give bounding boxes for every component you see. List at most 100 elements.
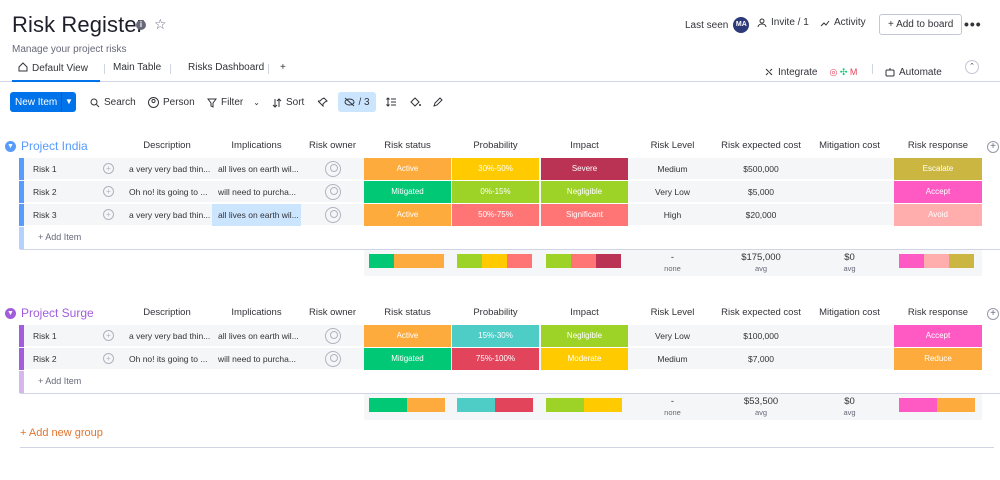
star-icon[interactable]: ☆ <box>154 16 167 32</box>
column-header[interactable]: Risk status <box>384 140 431 151</box>
row-height-icon[interactable] <box>386 97 396 107</box>
summary-distribution-segment[interactable] <box>369 254 394 268</box>
summary-distribution-segment[interactable] <box>407 398 445 412</box>
add-new-group-button[interactable]: + Add new group <box>20 427 103 439</box>
table-row[interactable]: Risk 1 + a very very bad thin... all lives … <box>19 158 1000 180</box>
chevron-down-icon[interactable]: ▼ <box>5 307 16 319</box>
summary-distribution-segment[interactable] <box>571 254 596 268</box>
risk-status-label[interactable]: Mitigated <box>364 181 451 203</box>
last-seen[interactable]: Last seen MA <box>685 17 750 33</box>
summary-distribution-segment[interactable] <box>596 254 621 268</box>
info-icon[interactable]: i <box>136 20 146 30</box>
expected-cost-cell[interactable]: $100,000 <box>743 331 779 341</box>
chevron-down-icon[interactable]: ▼ <box>5 140 16 152</box>
add-item-input[interactable]: + Add Item <box>38 376 82 386</box>
chevron-down-icon[interactable]: ▼ <box>61 92 76 112</box>
person-avatar-icon[interactable] <box>325 351 341 367</box>
add-column-button[interactable]: + <box>987 141 999 153</box>
probability-label[interactable]: 75%-100% <box>452 348 539 370</box>
summary-distribution-segment[interactable] <box>457 398 495 412</box>
column-header[interactable]: Mitigation cost <box>819 307 880 318</box>
summary-distribution-segment[interactable] <box>394 254 444 268</box>
implications-cell[interactable]: will need to purcha... <box>218 354 296 364</box>
description-cell[interactable]: a very very bad thin... <box>129 210 211 220</box>
risk-status-label[interactable]: Active <box>364 158 451 180</box>
risk-level-cell[interactable]: Very Low <box>655 187 690 197</box>
more-options-icon[interactable]: ••• <box>964 16 982 32</box>
risk-level-cell[interactable]: High <box>663 210 682 220</box>
add-update-icon[interactable]: + <box>103 163 114 174</box>
column-header[interactable]: Risk response <box>907 140 969 151</box>
implications-cell[interactable]: will need to purcha... <box>218 187 296 197</box>
hide-columns-button[interactable]: / 3 <box>338 92 376 112</box>
risk-response-label[interactable]: Accept <box>894 181 982 203</box>
person-filter-button[interactable]: Person <box>148 97 195 108</box>
summary-distribution-segment[interactable] <box>584 398 622 412</box>
mitigation-cost-cell[interactable] <box>806 325 893 347</box>
group-header-project-surge[interactable]: ▼ Project Surge <box>5 306 94 320</box>
group-title[interactable]: Project Surge <box>21 306 94 320</box>
column-header[interactable]: Risk owner <box>309 307 356 318</box>
collapse-header-icon[interactable]: ⌃ <box>965 60 979 74</box>
expected-cost-cell[interactable]: $500,000 <box>743 164 779 174</box>
chevron-down-icon[interactable]: ⌄ <box>253 98 260 107</box>
add-update-icon[interactable]: + <box>103 353 114 364</box>
column-header[interactable]: Risk Level <box>650 140 695 151</box>
probability-label[interactable]: 50%-75% <box>452 204 539 226</box>
table-row[interactable]: Risk 3 + a very very bad thin... all lives … <box>19 204 1000 226</box>
add-update-icon[interactable]: + <box>103 330 114 341</box>
item-name[interactable]: Risk 3 <box>33 210 57 220</box>
mitigation-cost-cell[interactable] <box>806 204 893 226</box>
column-header[interactable]: Description <box>143 140 191 151</box>
mitigation-cost-cell[interactable] <box>806 158 893 180</box>
risk-response-label[interactable]: Avoid <box>894 204 982 226</box>
group-header-project-india[interactable]: ▼ Project India <box>5 139 88 153</box>
board-description[interactable]: Manage your project risks <box>12 44 127 55</box>
new-item-button[interactable]: New Item ▼ <box>10 92 76 112</box>
probability-label[interactable]: 30%-50% <box>452 158 539 180</box>
column-header[interactable]: Risk expected cost <box>721 140 801 151</box>
item-name[interactable]: Risk 1 <box>33 164 57 174</box>
column-header[interactable]: Risk status <box>384 307 431 318</box>
risk-level-cell[interactable]: Very Low <box>655 331 690 341</box>
table-row[interactable]: Risk 2 + Oh no! its going to ... will need … <box>19 181 1000 203</box>
add-item-input[interactable]: + Add Item <box>38 232 82 242</box>
column-header[interactable]: Implications <box>231 307 282 318</box>
column-header[interactable]: Implications <box>231 140 282 151</box>
activity-button[interactable]: Activity <box>820 17 866 28</box>
probability-label[interactable]: 0%-15% <box>452 181 539 203</box>
risk-response-label[interactable]: Escalate <box>894 158 982 180</box>
person-avatar-icon[interactable] <box>325 207 341 223</box>
implications-cell[interactable]: all lives on earth wil... <box>218 164 299 174</box>
impact-label[interactable]: Negligible <box>541 181 628 203</box>
impact-label[interactable]: Moderate <box>541 348 628 370</box>
mitigation-cost-cell[interactable] <box>806 348 893 370</box>
summary-distribution-segment[interactable] <box>457 254 482 268</box>
risk-status-label[interactable]: Active <box>364 325 451 347</box>
summary-distribution-segment[interactable] <box>924 254 949 268</box>
summary-distribution-segment[interactable] <box>546 398 584 412</box>
column-header[interactable]: Probability <box>473 140 518 151</box>
summary-distribution-segment[interactable] <box>495 398 533 412</box>
item-name[interactable]: Risk 1 <box>33 331 57 341</box>
description-cell[interactable]: Oh no! its going to ... <box>129 354 208 364</box>
column-header[interactable]: Impact <box>570 140 599 151</box>
invite-button[interactable]: Invite / 1 <box>757 17 809 28</box>
risk-response-label[interactable]: Accept <box>894 325 982 347</box>
risk-level-cell[interactable]: Medium <box>657 354 688 364</box>
add-column-button[interactable]: + <box>987 308 999 320</box>
summary-distribution-segment[interactable] <box>937 398 975 412</box>
probability-label[interactable]: 15%-30% <box>452 325 539 347</box>
description-cell[interactable]: Oh no! its going to ... <box>129 187 208 197</box>
board-title[interactable]: Risk Register <box>12 12 145 37</box>
person-avatar-icon[interactable] <box>325 161 341 177</box>
tab-main-table[interactable]: Main Table <box>113 62 161 82</box>
expected-cost-cell[interactable]: $20,000 <box>745 210 777 220</box>
column-header[interactable]: Risk expected cost <box>721 307 801 318</box>
column-header[interactable]: Risk owner <box>309 140 356 151</box>
summary-distribution-segment[interactable] <box>507 254 532 268</box>
expected-cost-cell[interactable]: $7,000 <box>748 354 774 364</box>
person-avatar-icon[interactable] <box>325 184 341 200</box>
summary-distribution-segment[interactable] <box>949 254 974 268</box>
column-header[interactable]: Probability <box>473 307 518 318</box>
